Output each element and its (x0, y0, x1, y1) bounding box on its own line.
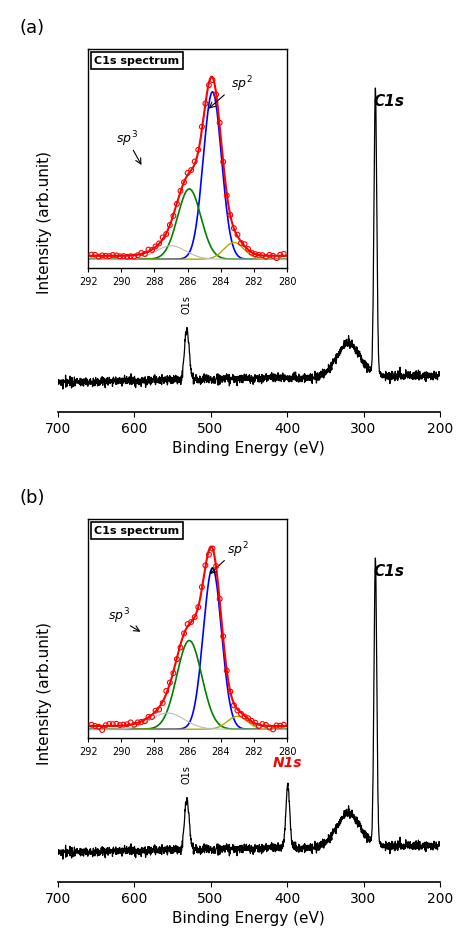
Text: O1s: O1s (182, 764, 192, 783)
Text: (b): (b) (19, 489, 45, 507)
Text: C1s: C1s (374, 564, 404, 579)
Y-axis label: Intensity (arb.unit): Intensity (arb.unit) (37, 152, 52, 295)
Text: C1s: C1s (374, 94, 404, 109)
X-axis label: Binding Energy (eV): Binding Energy (eV) (173, 441, 325, 456)
Text: (a): (a) (19, 19, 45, 37)
Text: N1s: N1s (273, 756, 302, 770)
Y-axis label: Intensity (arb.unit): Intensity (arb.unit) (37, 621, 52, 764)
X-axis label: Binding Energy (eV): Binding Energy (eV) (173, 911, 325, 926)
Text: O1s: O1s (182, 295, 192, 313)
